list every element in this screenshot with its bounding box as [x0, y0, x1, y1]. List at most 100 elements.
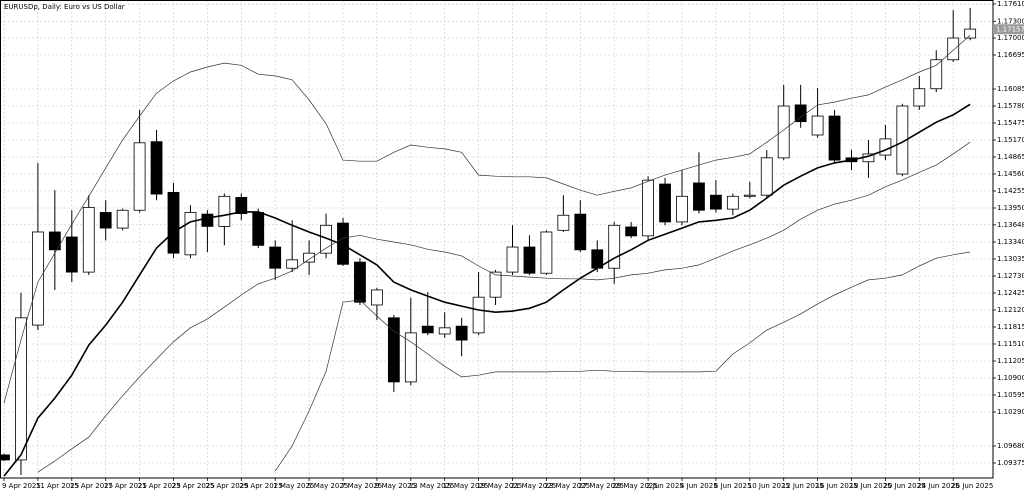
candle-body: [404, 332, 417, 383]
plot-area: [0, 7, 977, 477]
candle-body: [387, 317, 400, 383]
candle-body: [557, 214, 570, 231]
candle-body: [777, 105, 790, 159]
candle-body: [184, 212, 197, 256]
x-tick-label: 18 Jun 2025: [850, 482, 892, 490]
candle-body: [116, 209, 129, 229]
x-tick-label: 27 May 2025: [578, 482, 624, 490]
candle-body: [48, 231, 61, 251]
candle-body: [455, 325, 468, 341]
x-tick-label: 9 Apr 2025: [2, 482, 41, 490]
candle-body: [269, 246, 282, 269]
candle-body: [252, 212, 265, 246]
y-tick-label: 1.14865: [997, 153, 1024, 161]
x-tick-label: 5 May 2025: [307, 482, 348, 490]
x-tick-label: 6 Jun 2025: [714, 482, 752, 490]
candle-body: [320, 224, 332, 254]
x-tick-label: 11 Apr 2025: [36, 482, 79, 490]
candle-body: [167, 192, 180, 254]
y-tick-label: 1.16695: [997, 51, 1024, 59]
candle-body: [625, 226, 638, 237]
x-tick-label: 10 Jun 2025: [748, 482, 790, 490]
y-tick-label: 1.11815: [997, 323, 1024, 331]
y-tick-label: 1.13648: [997, 221, 1024, 229]
y-tick-label: 1.11205: [997, 357, 1024, 365]
x-tick-label: 1 May 2025: [273, 482, 314, 490]
candle-body: [0, 454, 10, 461]
y-tick-label: 1.15475: [997, 119, 1024, 127]
y-tick-label: 1.13035: [997, 255, 1024, 263]
chart-title: EURUSDp, Daily: Euro vs US Dollar: [4, 3, 125, 11]
candle-body: [438, 327, 451, 335]
candle-body: [489, 271, 502, 298]
x-tick-label: 25 Apr 2025: [205, 482, 248, 490]
x-tick-label: 23 May 2025: [544, 482, 590, 490]
y-tick-label: 1.09680: [997, 442, 1024, 450]
x-tick-label: 24 Jun 2025: [917, 482, 959, 490]
candle-body: [743, 194, 756, 197]
x-tick-label: 9 May 2025: [375, 482, 416, 490]
y-tick-label: 1.12425: [997, 289, 1024, 297]
candle-body: [82, 207, 95, 273]
x-tick-label: 16 Jun 2025: [816, 482, 858, 490]
candle-body: [913, 88, 926, 107]
y-tick-label: 1.10595: [997, 391, 1024, 399]
candle-body: [659, 183, 671, 223]
candle-body: [608, 224, 621, 269]
candle-body: [760, 157, 773, 196]
candle-body: [693, 182, 705, 211]
candle-body: [642, 179, 654, 237]
x-tick-label: 21 Apr 2025: [138, 482, 181, 490]
candle-body: [710, 194, 722, 210]
candle-body: [32, 231, 44, 326]
plot-frame: [0, 0, 994, 479]
candle-body: [370, 289, 383, 306]
indicator-line: [3, 34, 971, 404]
candle-body: [574, 213, 587, 251]
last-price-label: 1.17157: [996, 25, 1024, 33]
x-tick-label: 12 Jun 2025: [782, 482, 824, 490]
candle-body: [235, 197, 248, 214]
x-tick-label: 17 Apr 2025: [104, 482, 147, 490]
x-tick-label: 15 May 2025: [443, 482, 489, 490]
candle-body: [947, 37, 960, 61]
x-tick-label: 2 Jun 2025: [646, 482, 684, 490]
y-tick-label: 1.14560: [997, 170, 1024, 178]
y-tick-label: 1.17000: [997, 34, 1024, 42]
candle-body: [523, 246, 536, 274]
candle-body: [930, 59, 943, 90]
candle-body: [676, 195, 688, 223]
candle-body: [726, 195, 739, 210]
y-tick-label: 1.13340: [997, 238, 1024, 246]
y-tick-label: 1.12730: [997, 272, 1024, 280]
x-tick-label: 19 May 2025: [477, 482, 523, 490]
indicator-line: [37, 141, 971, 473]
candle-body: [540, 231, 553, 274]
candle-body: [65, 236, 78, 273]
x-tick-label: 21 May 2025: [511, 482, 557, 490]
y-tick-label: 1.17610: [997, 0, 1024, 8]
x-tick-label: 29 Apr 2025: [239, 482, 282, 490]
y-tick-label: 1.16085: [997, 85, 1024, 93]
y-tick-label: 1.13950: [997, 204, 1024, 212]
y-tick-label: 1.17300: [997, 17, 1024, 25]
y-tick-label: 1.11510: [997, 340, 1024, 348]
candle-body: [964, 28, 977, 39]
candle-body: [811, 115, 824, 136]
y-tick-label: 1.10900: [997, 374, 1024, 382]
y-tick-label: 1.10290: [997, 408, 1024, 416]
candle-body: [828, 115, 841, 161]
x-tick-label: 15 Apr 2025: [70, 482, 113, 490]
x-tick-label: 20 Jun 2025: [883, 482, 925, 490]
candle-body: [794, 104, 807, 123]
candle-body: [15, 317, 27, 461]
candle-body: [354, 261, 366, 303]
candle-body: [218, 195, 231, 227]
candle-body: [421, 325, 434, 334]
candle-body: [896, 105, 909, 175]
indicator-line: [3, 103, 971, 477]
x-tick-label: 13 May 2025: [409, 482, 455, 490]
candle-body: [337, 222, 349, 265]
